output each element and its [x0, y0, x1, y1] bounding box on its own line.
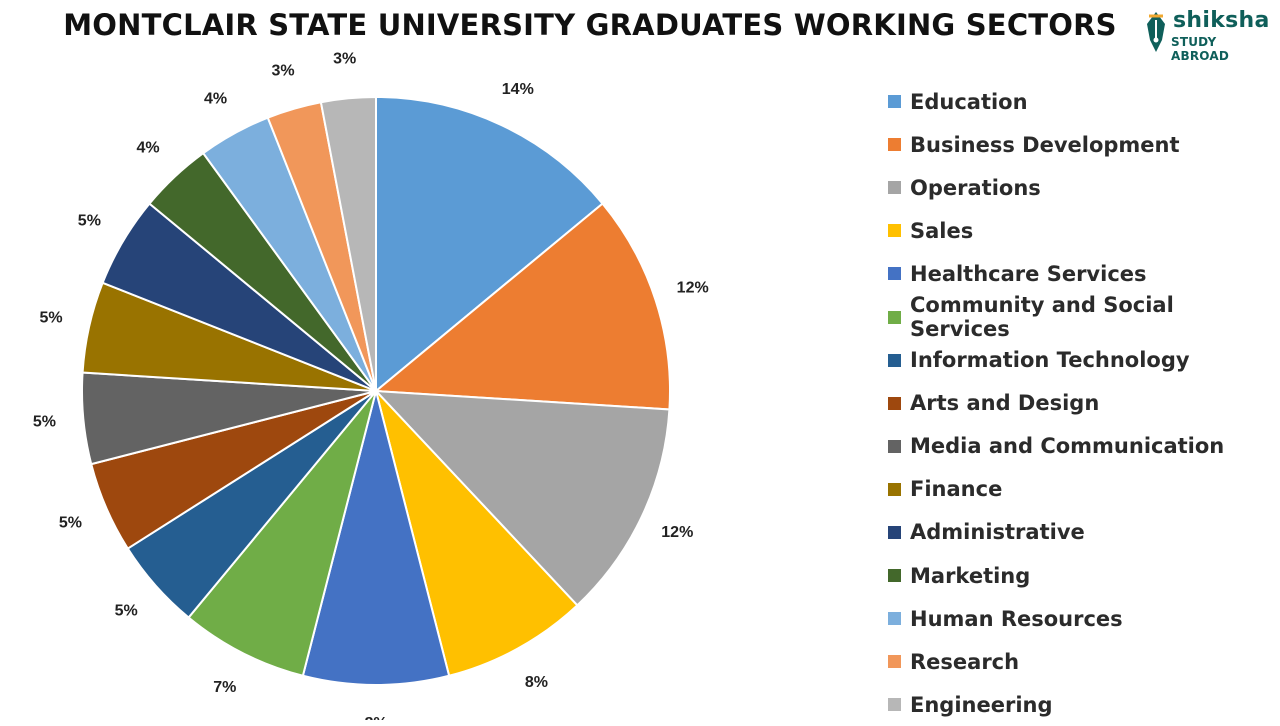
data-label: 8%	[525, 674, 548, 691]
data-label: 4%	[136, 139, 159, 156]
data-label: 5%	[78, 213, 101, 230]
pie-chart: 14% 12% 12% 8% 8% 7% 5% 5% 5% 5% 5% 4% 4% 3% 3%	[33, 51, 709, 720]
legend-item: Community and Social Services	[888, 293, 1280, 342]
legend-label: Arts and Design	[910, 391, 1100, 416]
pie-slice-education	[375, 95, 604, 394]
legend-label: Engineering	[910, 692, 1053, 717]
chart-legend: Education Business Development Operations S…	[888, 80, 1280, 726]
legend-label: Marketing	[910, 563, 1031, 588]
legend-item: Administrative	[888, 511, 1280, 554]
pie-slice-community-and-social-services	[187, 390, 377, 677]
data-label: 5%	[115, 602, 138, 619]
legend-label: Community and Social Services	[910, 293, 1174, 342]
legend-item: Human Resources	[888, 597, 1280, 640]
legend-swatch	[888, 698, 901, 712]
legend-swatch	[888, 482, 901, 496]
legend-swatch	[888, 267, 901, 281]
legend-item: Education	[888, 80, 1280, 123]
pie-slice-healthcare-services	[301, 390, 451, 686]
data-label: 5%	[33, 414, 56, 431]
legend-item: Arts and Design	[888, 382, 1280, 425]
pie-slice-sales	[375, 390, 579, 677]
legend-item: Sales	[888, 209, 1280, 252]
legend-swatch	[888, 439, 901, 453]
legend-item: Business Development	[888, 123, 1280, 166]
pie-slice-engineering	[319, 95, 377, 392]
legend-swatch	[888, 396, 901, 410]
legend-swatch	[888, 181, 901, 195]
legend-item: Engineering	[888, 683, 1280, 726]
legend-swatch	[888, 95, 901, 109]
legend-item: Finance	[888, 468, 1280, 511]
legend-swatch	[888, 310, 901, 324]
legend-item: Healthcare Services	[888, 252, 1280, 295]
legend-item: Research	[888, 640, 1280, 683]
data-label: 3%	[272, 62, 295, 79]
data-label: 3%	[333, 51, 356, 68]
legend-item: Information Technology	[888, 339, 1280, 382]
legend-swatch	[888, 612, 901, 626]
data-label: 4%	[204, 90, 227, 107]
shiksha-logo: shiksha STUDY ABROAD	[1143, 8, 1275, 63]
legend-label: Research	[910, 649, 1020, 674]
legend-label: Administrative	[910, 520, 1085, 545]
legend-swatch	[888, 138, 901, 152]
legend-label: Information Technology	[910, 348, 1190, 373]
legend-item: Marketing	[888, 554, 1280, 597]
legend-label: Media and Communication	[910, 434, 1225, 459]
legend-item: Media and Communication	[888, 425, 1280, 468]
legend-label: Human Resources	[910, 606, 1123, 631]
legend-label: Finance	[910, 477, 1003, 502]
legend-swatch	[888, 655, 901, 669]
data-label: 12%	[661, 524, 693, 541]
legend-swatch	[888, 569, 901, 583]
legend-label: Sales	[910, 218, 974, 243]
data-label: 12%	[677, 279, 709, 296]
chart-title: MONTCLAIR STATE UNIVERSITY GRADUATES WOR…	[63, 8, 1117, 42]
logo-subtitle: STUDY ABROAD	[1171, 35, 1230, 63]
legend-swatch	[888, 525, 901, 539]
legend-item: Operations	[888, 166, 1280, 209]
data-label: 5%	[39, 310, 62, 327]
logo-wordmark: shiksha	[1173, 8, 1270, 33]
pie-slice-business-development	[373, 202, 671, 411]
pie-slice-operations	[373, 389, 671, 607]
legend-label: Business Development	[910, 132, 1180, 157]
legend-swatch	[888, 224, 901, 238]
legend-label: Education	[910, 89, 1028, 114]
data-label: 14%	[502, 81, 534, 98]
legend-label: Healthcare Services	[910, 261, 1147, 286]
data-label: 5%	[59, 514, 82, 531]
data-label: 7%	[213, 679, 236, 696]
legend-swatch	[888, 353, 901, 367]
data-label: 8%	[364, 715, 387, 720]
pen-nib-icon	[1147, 12, 1165, 52]
legend-label: Operations	[910, 175, 1041, 200]
